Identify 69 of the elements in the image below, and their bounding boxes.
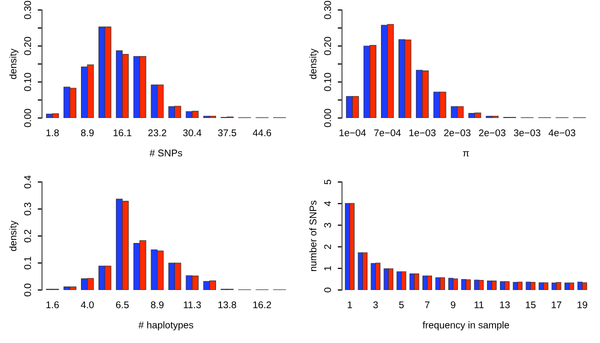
x-tick-label: 3 — [373, 301, 378, 308]
x-tick-label: 3e−03 — [514, 129, 540, 136]
x-tick-label: 2e−03 — [479, 129, 506, 136]
x-tick-label: 8.9 — [150, 301, 164, 308]
y-tick-label: 1 — [324, 266, 331, 270]
y-tick-label: 0.3 — [24, 202, 32, 216]
x-axis-title: # SNPs — [150, 150, 182, 156]
x-tick-label: 7e−04 — [374, 129, 401, 136]
y-tick-label: 0 — [324, 288, 332, 292]
bar — [577, 282, 583, 290]
y-tick-label: 0.20 — [324, 36, 332, 56]
x-tick-label: 4.0 — [80, 301, 94, 308]
x-tick-label: 4e−03 — [548, 129, 576, 136]
x-tick-label: 9 — [450, 301, 456, 308]
x-tick-label: 1.6 — [46, 301, 59, 308]
bar — [440, 277, 445, 290]
x-tick-label: 23.2 — [148, 129, 166, 136]
x-axis-title: π — [463, 151, 469, 156]
y-axis-title: density — [309, 48, 318, 79]
y-tick-label: 5 — [324, 180, 332, 184]
bar — [517, 282, 522, 290]
x-tick-label: 1 — [348, 301, 352, 308]
x-tick-label: 8.9 — [81, 129, 94, 136]
x-tick-label: 13 — [500, 301, 510, 308]
y-axis-title: number of SNPs — [309, 200, 316, 272]
y-tick-label: 2 — [324, 244, 331, 250]
y-tick-label: 0.20 — [24, 36, 32, 56]
x-axis-title: frequency in sample — [422, 321, 510, 330]
x-axis-title: # haplotypes — [138, 321, 194, 330]
x-tick-label: 11.3 — [184, 301, 201, 308]
y-tick-label: 0.10 — [24, 72, 32, 92]
bar — [349, 203, 355, 290]
x-tick-label: 44.6 — [252, 129, 272, 136]
bar — [362, 252, 368, 290]
x-tick-label: 16.2 — [253, 301, 272, 308]
x-tick-label: 16.1 — [114, 129, 132, 136]
x-tick-label: 11 — [474, 301, 484, 308]
x-tick-label: 1e−03 — [409, 129, 436, 136]
y-tick-label: 4 — [324, 201, 331, 206]
x-tick-label: 15 — [526, 301, 536, 308]
y-tick-label: 0.4 — [24, 176, 32, 188]
y-tick-label: 0.00 — [24, 108, 32, 128]
y-tick-label: 0.00 — [324, 108, 332, 128]
y-tick-label: 0.10 — [324, 72, 332, 92]
x-tick-label: 5 — [399, 301, 404, 308]
bar — [564, 282, 570, 290]
bar — [582, 282, 588, 290]
y-tick-label: 0.1 — [24, 256, 32, 270]
x-tick-label: 6.5 — [116, 301, 129, 308]
bar — [504, 281, 510, 290]
x-tick-label: 13.8 — [218, 301, 236, 308]
x-tick-label: 17 — [552, 301, 562, 308]
y-tick-label: 0.30 — [24, 0, 32, 20]
y-tick-label: 0.0 — [24, 284, 32, 296]
x-tick-label: 2e−03 — [444, 129, 470, 136]
bar — [487, 280, 492, 290]
y-tick-label: 0.2 — [24, 230, 32, 242]
y-axis-title: density — [9, 48, 18, 79]
x-tick-label: 30.4 — [183, 129, 202, 136]
bar — [422, 276, 428, 290]
x-tick-label: 1e−04 — [340, 129, 366, 136]
x-tick-label: 1.8 — [46, 129, 59, 136]
y-axis-title: density — [9, 220, 18, 251]
x-tick-label: 19 — [578, 301, 588, 308]
x-tick-label: 37.5 — [218, 129, 236, 136]
bar — [426, 276, 432, 290]
x-tick-label: 7 — [425, 301, 430, 308]
y-tick-label: 3 — [324, 222, 332, 228]
y-tick-label: 0.30 — [324, 0, 332, 20]
